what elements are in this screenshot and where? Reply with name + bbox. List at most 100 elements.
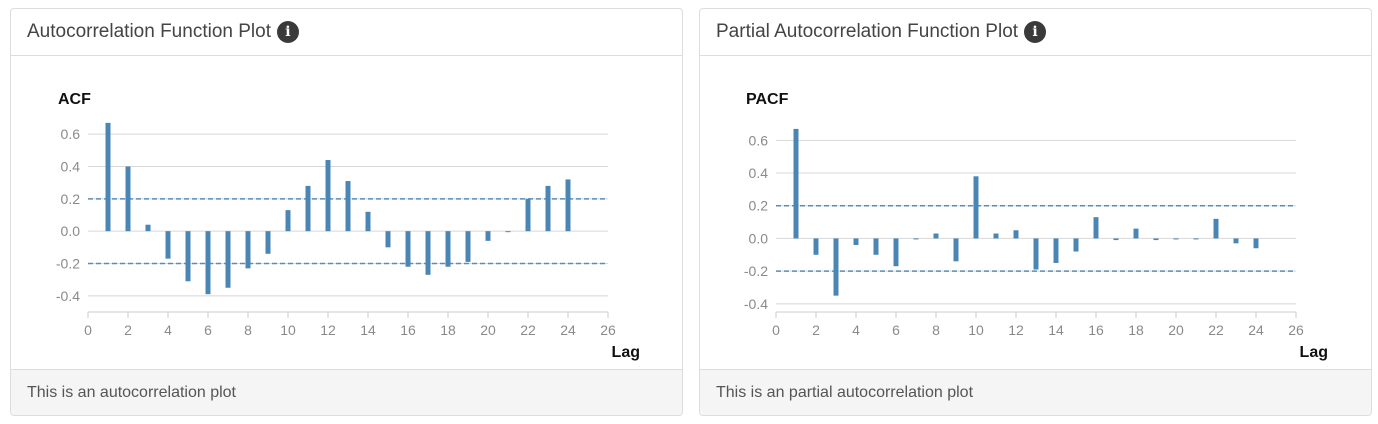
x-tick-label: 4 [164,322,172,338]
pacf-panel-header: Partial Autocorrelation Function Plot i [700,9,1371,56]
info-icon[interactable]: i [276,21,299,43]
bar-lag-16 [405,231,411,267]
bar-lag-21 [505,231,511,233]
bar-lag-3 [833,238,839,296]
chart-title: PACF [746,91,789,108]
bar-lag-8 [245,231,251,269]
bar-lag-22 [525,198,531,232]
x-tick-label: 10 [280,322,296,338]
bar-lag-9 [953,238,959,262]
bar-lag-14 [1053,238,1059,263]
y-tick-label: 0.6 [61,126,81,142]
bar-lag-7 [225,231,231,288]
bar-lag-5 [185,231,191,282]
y-tick-label: -0.4 [56,288,80,304]
pacf-panel-footer: This is an partial autocorrelation plot [700,369,1371,415]
bar-lag-14 [365,211,371,232]
info-icon[interactable]: i [1024,21,1047,43]
x-tick-label: 2 [124,322,132,338]
x-tick-label: 0 [84,322,92,338]
y-tick-label: 0.2 [749,198,769,214]
bar-lag-22 [1213,218,1219,239]
acf-panel-title: Autocorrelation Function Plot [27,21,271,42]
x-tick-label: 16 [1088,322,1104,338]
y-tick-label: -0.2 [56,256,80,272]
x-tick-label: 18 [1128,322,1144,338]
bar-lag-15 [1073,238,1079,252]
bar-lag-23 [545,185,551,232]
x-tick-label: 2 [812,322,820,338]
chart-title: ACF [58,91,91,108]
x-tick-label: 24 [560,322,576,338]
y-tick-label: 0.2 [61,191,81,207]
bar-lag-21 [1193,238,1199,240]
pacf-chart-area: PACF 0.6 0.4 0.2 0.0 -0.2 -0.4 0 2 4 6 8 10 12 14 16 18 2… [700,56,1371,372]
bar-lag-6 [205,231,211,295]
x-tick-label: 6 [204,322,212,338]
y-tick-label: 0.0 [61,223,81,239]
x-tick-label: 12 [320,322,336,338]
bar-lag-3 [145,224,151,232]
bar-lag-10 [285,210,291,232]
acf-panel-header: Autocorrelation Function Plot i [11,9,682,56]
bar-lag-23 [1233,238,1239,244]
x-tick-label: 16 [400,322,416,338]
pacf-footer-text: This is an partial autocorrelation plot [716,383,974,401]
bar-lag-9 [265,231,271,254]
x-tick-label: 14 [1048,322,1064,338]
y-tick-label: -0.2 [744,263,768,279]
bar-lag-10 [973,176,979,239]
y-tick-label: 0.6 [749,132,769,148]
bar-lag-8 [933,233,939,239]
bar-lag-4 [165,231,171,259]
bar-lag-12 [1013,230,1019,239]
bar-lag-18 [445,231,451,267]
bar-lag-18 [1133,228,1139,239]
bar-lag-7 [913,238,919,240]
x-tick-label: 8 [244,322,252,338]
y-tick-label: -0.4 [744,296,768,312]
bar-lag-4 [853,238,859,245]
pacf-panel: Partial Autocorrelation Function Plot i … [699,8,1372,416]
x-tick-label: 24 [1248,322,1264,338]
x-axis-label: Lag [612,344,640,361]
bar-lag-17 [425,231,431,275]
acf-footer-text: This is an autocorrelation plot [27,383,236,401]
x-tick-label: 14 [360,322,376,338]
bar-lag-5 [873,238,879,255]
x-tick-label: 20 [1168,322,1184,338]
bar-lag-17 [1113,238,1119,241]
bar-lag-13 [1033,238,1039,270]
x-tick-label: 26 [600,322,616,338]
bar-lag-24 [565,179,571,232]
y-tick-label: 0.4 [749,165,769,181]
bar-lag-19 [1153,238,1159,241]
x-tick-label: 18 [440,322,456,338]
x-tick-label: 20 [480,322,496,338]
bar-lag-6 [893,238,899,267]
bar-lag-24 [1253,238,1259,249]
bar-lag-1 [793,128,799,239]
bar-lag-2 [125,166,131,232]
x-tick-label: 26 [1288,322,1304,338]
x-axis-label: Lag [1300,344,1328,361]
bar-lag-15 [385,231,391,248]
x-tick-label: 8 [932,322,940,338]
bar-lag-13 [345,181,351,232]
x-tick-label: 12 [1008,322,1024,338]
bar-lag-19 [465,231,471,262]
x-tick-label: 22 [520,322,536,338]
x-tick-label: 10 [968,322,984,338]
bar-lag-16 [1093,217,1099,239]
bar-lag-1 [105,122,111,232]
bar-lag-12 [325,160,331,232]
x-tick-label: 4 [852,322,860,338]
pacf-panel-title: Partial Autocorrelation Function Plot [716,21,1019,42]
x-tick-label: 0 [772,322,780,338]
y-tick-label: 0.0 [749,230,769,246]
acf-panel: Autocorrelation Function Plot i ACF 0.6 0.… [10,8,683,416]
x-tick-label: 6 [892,322,900,338]
bar-lag-11 [993,233,999,239]
